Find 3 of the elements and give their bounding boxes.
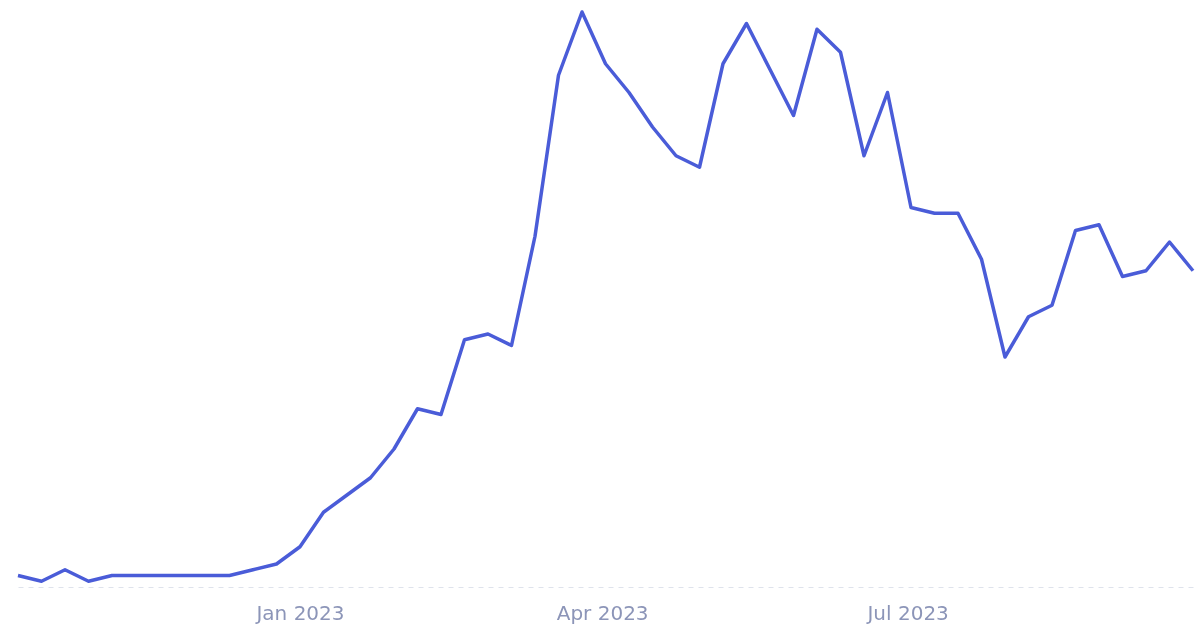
x-tick-label: Jan 2023	[254, 600, 345, 625]
x-tick-label: Apr 2023	[556, 600, 649, 625]
x-tick-label: Jul 2023	[865, 600, 949, 625]
